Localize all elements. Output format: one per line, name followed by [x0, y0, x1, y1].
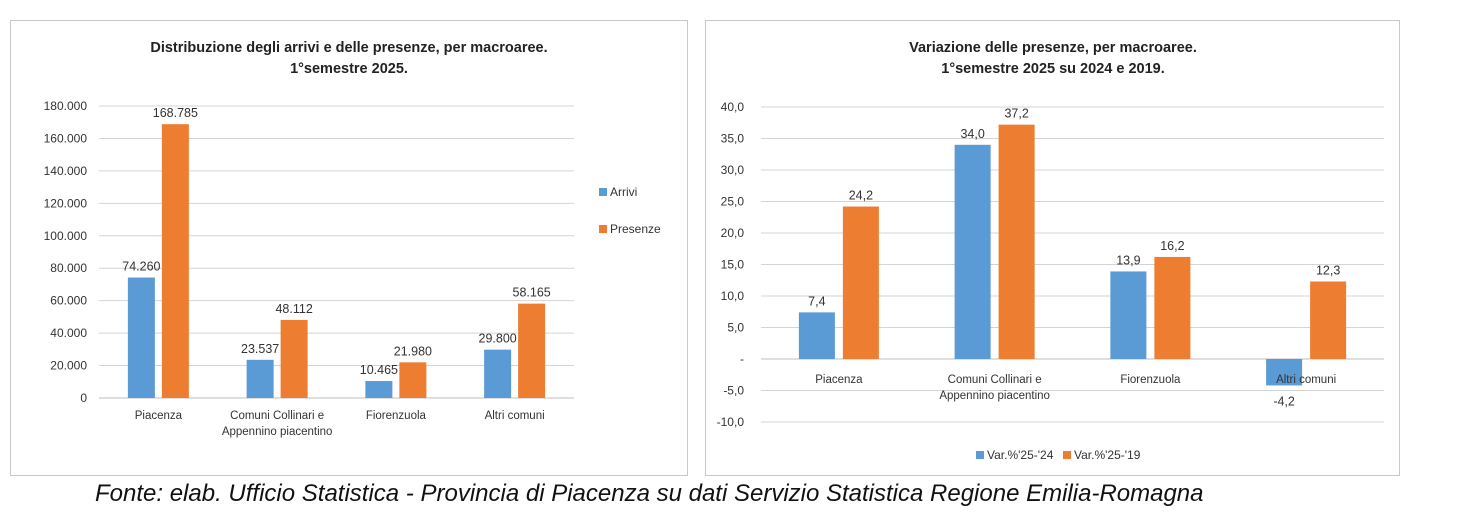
legend-label: Presenze [610, 222, 661, 236]
chart-title-line: Distribuzione degli arrivi e delle prese… [150, 40, 547, 56]
y-tick-label: 10,0 [721, 289, 745, 303]
data-label: 12,3 [1316, 264, 1340, 278]
data-label: 58.165 [513, 286, 551, 300]
data-label: 37,2 [1004, 107, 1028, 121]
data-label: 168.785 [153, 106, 198, 120]
data-label: 21.980 [394, 344, 432, 358]
category-label: Appennino piacentino [222, 426, 333, 438]
category-label: Appennino piacentino [939, 390, 1050, 402]
bar-series1 [484, 349, 512, 398]
bar-series2 [518, 303, 546, 398]
y-tick-label: -10,0 [717, 415, 745, 429]
legend-swatch [976, 451, 984, 459]
category-label: Fiorenzuola [366, 410, 427, 422]
y-tick-label: 120.000 [44, 196, 88, 210]
y-tick-label: 40,0 [721, 100, 745, 114]
bar-series2 [161, 124, 189, 398]
category-label: Comuni Collinari e [948, 374, 1042, 386]
arrivals-presences-chart: Distribuzione degli arrivi e delle prese… [10, 20, 688, 476]
bar-series1 [954, 144, 991, 359]
y-tick-label: 60.000 [50, 294, 87, 308]
category-label: Piacenza [135, 410, 183, 422]
legend-swatch [599, 188, 607, 196]
y-tick-label: 0 [80, 391, 87, 405]
data-label: 34,0 [960, 127, 984, 141]
bar-series2 [399, 362, 427, 398]
arrivals-presences-chart-svg: Distribuzione degli arrivi e delle prese… [44, 40, 661, 438]
bar-series1 [127, 277, 155, 398]
data-label: 10.465 [360, 363, 398, 377]
y-tick-label: 15,0 [721, 258, 745, 272]
category-label: Altri comuni [485, 410, 545, 422]
category-label: Altri comuni [1276, 374, 1336, 386]
y-tick-label: 5,0 [727, 321, 744, 335]
source-note: Fonte: elab. Ufficio Statistica - Provin… [95, 480, 1204, 507]
presences-variation-chart: Variazione delle presenze, per macroaree… [705, 20, 1400, 476]
category-label: Comuni Collinari e [230, 410, 324, 422]
legend-label: Arrivi [610, 185, 637, 199]
bar-series2 [280, 319, 308, 398]
legend-swatch [1063, 451, 1071, 459]
data-label: 23.537 [241, 342, 279, 356]
y-tick-label: 25,0 [721, 195, 745, 209]
chart-title-line: Variazione delle presenze, per macroaree… [909, 40, 1197, 56]
y-tick-label: - [740, 352, 744, 366]
legend-swatch [599, 225, 607, 233]
presences-variation-chart-svg: Variazione delle presenze, per macroaree… [717, 40, 1384, 462]
y-tick-label: 80.000 [50, 261, 87, 275]
legend-label: Var.%'25-'19 [1074, 448, 1141, 462]
bar-series1 [798, 312, 835, 359]
bar-series1 [1110, 271, 1147, 359]
bar-series2 [1310, 281, 1347, 359]
y-tick-label: -5,0 [723, 384, 744, 398]
data-label: 48.112 [275, 302, 312, 316]
y-tick-label: 100.000 [44, 229, 88, 243]
chart-title-line: 1°semestre 2025. [290, 61, 408, 77]
data-label: 16,2 [1160, 239, 1184, 253]
y-tick-label: 35,0 [721, 132, 745, 146]
category-label: Piacenza [815, 374, 863, 386]
bar-series2 [842, 206, 879, 359]
data-label: 24,2 [849, 189, 873, 203]
y-tick-label: 20.000 [50, 359, 87, 373]
y-tick-label: 40.000 [50, 326, 87, 340]
bar-series2 [1154, 256, 1191, 359]
y-tick-label: 140.000 [44, 164, 88, 178]
bar-series1 [246, 359, 274, 398]
bar-series2 [998, 124, 1035, 359]
bar-series1 [1266, 359, 1303, 386]
legend-label: Var.%'25-'24 [987, 448, 1054, 462]
data-label: 7,4 [808, 294, 825, 308]
data-label: -4,2 [1273, 394, 1295, 408]
y-tick-label: 180.000 [44, 99, 88, 113]
bar-series1 [365, 381, 393, 398]
data-label: 29.800 [479, 332, 517, 346]
chart-title-line: 1°semestre 2025 su 2024 e 2019. [941, 61, 1164, 77]
data-label: 13,9 [1116, 253, 1140, 267]
y-tick-label: 160.000 [44, 131, 88, 145]
data-label: 74.260 [122, 260, 160, 274]
category-label: Fiorenzuola [1120, 374, 1181, 386]
y-tick-label: 20,0 [721, 226, 745, 240]
y-tick-label: 30,0 [721, 163, 745, 177]
